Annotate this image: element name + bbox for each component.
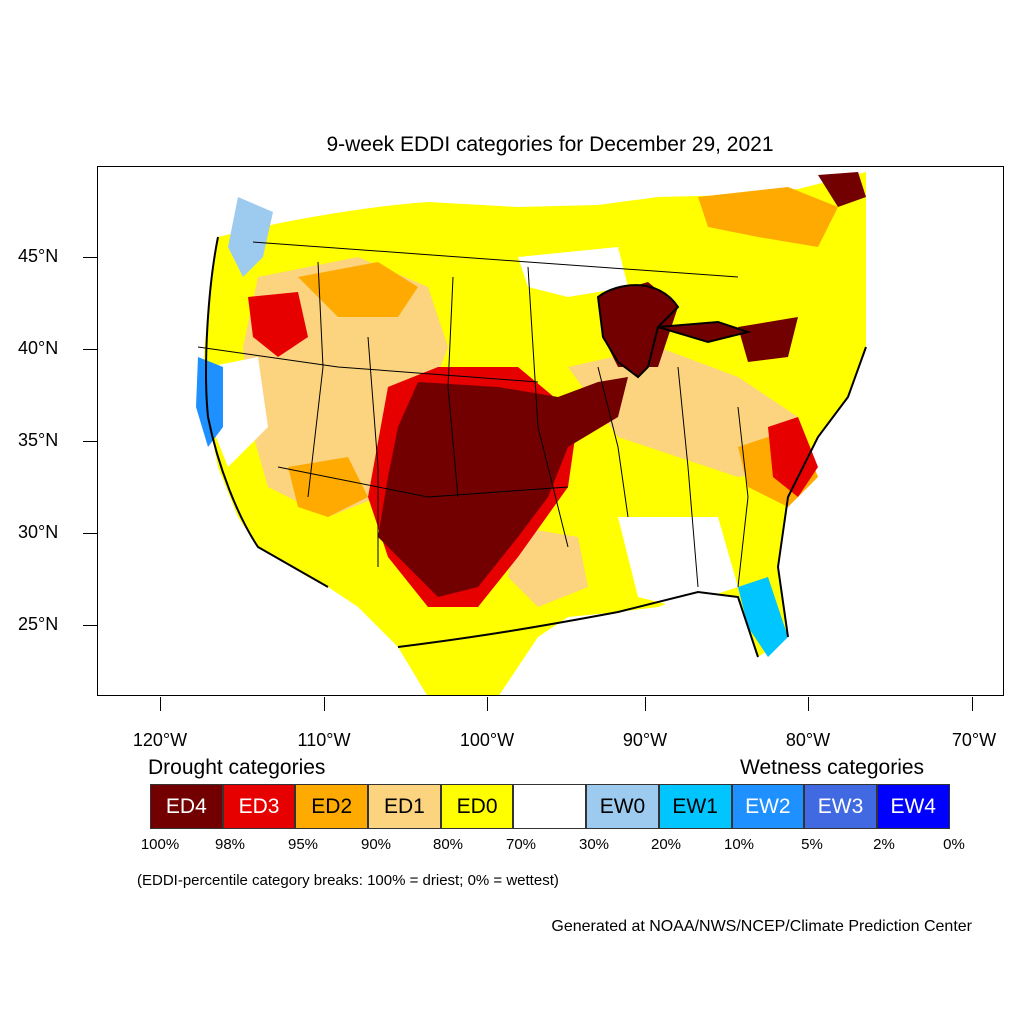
lon-tick: [487, 697, 488, 711]
lon-tick: [972, 697, 973, 711]
ed4-region-ne: [818, 172, 866, 207]
legend-ed2: ED2: [295, 784, 369, 829]
legend-ew2: EW2: [731, 784, 805, 829]
legend-normal: [513, 784, 587, 829]
break-10: 10%: [723, 836, 755, 853]
lon-tick: [645, 697, 646, 711]
lon-tick: [808, 697, 809, 711]
map-title: 9-week EDDI categories for December 29, …: [326, 133, 774, 156]
break-100: 100%: [140, 836, 180, 853]
lat-label-45n: 45°N: [18, 246, 59, 266]
coastline-gulf: [397, 590, 759, 658]
coastline-west: [205, 236, 329, 588]
category-breaks-note: (EDDI-percentile category breaks: 100% =…: [137, 872, 559, 889]
break-5: 5%: [801, 836, 823, 853]
legend-ed3: ED3: [222, 784, 296, 829]
ed4-region-erie: [738, 317, 798, 362]
lon-tick: [324, 697, 325, 711]
ed2-region-southwest: [288, 457, 368, 517]
drought-categories-heading: Drought categories: [148, 756, 326, 779]
white-region-southeast: [618, 517, 738, 607]
credit-line: Generated at NOAA/NWS/NCEP/Climate Predi…: [551, 918, 972, 935]
legend-ew3-label: EW3: [817, 794, 864, 818]
conus-eddi-map: [196, 172, 867, 695]
legend-ew1-label: EW1: [672, 794, 718, 818]
lon-label-90w: 90°W: [622, 730, 668, 750]
legend-ed2-label: ED2: [311, 794, 353, 818]
legend-ed0: ED0: [440, 784, 514, 829]
lat-tick: [83, 441, 97, 442]
lon-label-70w: 70°W: [951, 730, 997, 750]
ew-region-california: [196, 357, 223, 447]
lat-tick: [83, 257, 97, 258]
break-95: 95%: [287, 836, 319, 853]
legend-ed0-label: ED0: [456, 794, 498, 818]
lat-label-25n: 25°N: [18, 614, 59, 634]
lat-tick: [83, 533, 97, 534]
legend-ed1-label: ED1: [383, 794, 425, 818]
boundary-lines: [197, 241, 749, 588]
break-70: 70%: [505, 836, 537, 853]
legend-ew2-label: EW2: [745, 794, 791, 818]
legend-ew0-label: EW0: [599, 794, 646, 818]
break-2: 2%: [873, 836, 895, 853]
break-90: 90%: [360, 836, 392, 853]
wetness-categories-heading: Wetness categories: [740, 756, 925, 779]
break-0: 0%: [943, 836, 965, 853]
legend-ed4: ED4: [150, 784, 223, 829]
ed2-region-north: [298, 262, 418, 317]
break-98: 98%: [214, 836, 246, 853]
category-legend-bar: ED4 ED3 ED2 ED1 ED0 EW0 EW1 EW2 EW3 EW4: [150, 784, 950, 831]
break-80: 80%: [432, 836, 464, 853]
ew-region-pacific-nw: [228, 197, 273, 277]
lon-label-80w: 80°W: [785, 730, 831, 750]
ed3-region-se: [768, 417, 818, 497]
ew-region-florida: [738, 577, 788, 657]
legend-ew0: EW0: [586, 784, 659, 829]
lat-label-30n: 30°N: [18, 522, 59, 542]
ed3-region-northwest: [248, 292, 308, 357]
ed2-region-ne: [698, 187, 838, 247]
lat-label-35n: 35°N: [18, 430, 59, 450]
ed4-region-plains: [378, 377, 628, 597]
lat-tick: [83, 349, 97, 350]
lon-label-110w: 110°W: [297, 730, 351, 750]
break-20: 20%: [650, 836, 682, 853]
white-region-north: [518, 247, 628, 297]
lat-label-40n: 40°N: [18, 338, 59, 358]
legend-ed4-label: ED4: [165, 794, 207, 818]
lon-label-100w: 100°W: [459, 730, 515, 750]
great-lakes: [596, 284, 752, 379]
lon-tick: [160, 697, 161, 711]
legend-ew4: EW4: [876, 784, 950, 829]
coastline-east: [776, 346, 867, 638]
break-30: 30%: [578, 836, 610, 853]
legend-ed3-label: ED3: [238, 794, 280, 818]
lat-tick: [83, 625, 97, 626]
legend-ed1: ED1: [368, 784, 441, 829]
legend-ew1: EW1: [658, 784, 732, 829]
lon-label-120w: 120°W: [132, 730, 188, 750]
legend-ew4-label: EW4: [890, 794, 936, 818]
map-area: [97, 166, 1004, 696]
legend-ew3: EW3: [804, 784, 877, 829]
